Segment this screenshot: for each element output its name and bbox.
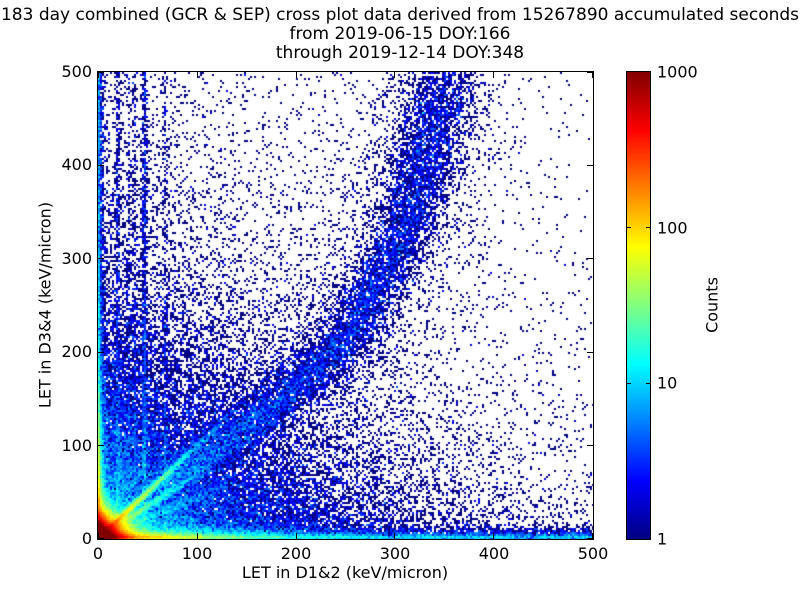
tick-mark (587, 258, 593, 259)
x-tick-label-4: 400 (478, 544, 510, 563)
y-axis-label: LET in D3&4 (keV/micron) (35, 201, 55, 409)
tick-mark (587, 352, 593, 353)
title-line-1: 183 day combined (GCR & SEP) cross plot … (0, 5, 800, 25)
tick-mark (197, 533, 198, 539)
y-tick-label-0: 0 (81, 529, 92, 549)
y-tick-label-2: 200 (61, 342, 92, 362)
plot-title: 183 day combined (GCR & SEP) cross plot … (0, 6, 800, 63)
tick-mark (98, 72, 104, 73)
tick-mark (646, 227, 650, 228)
y-tick-label-5: 500 (61, 62, 92, 82)
title-line-3: through 2019-12-14 DOY:348 (275, 43, 525, 63)
tick-mark (98, 352, 104, 353)
tick-mark (592, 72, 593, 78)
tick-mark (627, 227, 631, 228)
tick-mark (296, 533, 297, 539)
tick-mark (98, 72, 99, 78)
tick-mark (587, 445, 593, 446)
colorbar (626, 71, 651, 540)
tick-mark (394, 533, 395, 539)
x-tick-label-3: 300 (379, 544, 411, 563)
tick-mark (296, 72, 297, 78)
tick-mark (197, 72, 198, 78)
tick-mark (587, 165, 593, 166)
tick-mark (493, 533, 494, 539)
tick-mark (98, 165, 104, 166)
tick-mark (592, 533, 593, 539)
y-tick-label-3: 300 (61, 248, 92, 268)
colorbar-label: Counts (702, 277, 722, 333)
tick-mark (394, 72, 395, 78)
x-tick-label-1: 100 (181, 544, 213, 563)
colorbar-tick-label-100: 100 (657, 218, 688, 238)
tick-mark (587, 72, 593, 73)
x-tick-label-5: 500 (577, 544, 609, 563)
title-line-2: from 2019-06-15 DOY:166 (289, 24, 511, 44)
tick-mark (493, 72, 494, 78)
tick-mark (587, 538, 593, 539)
tick-mark (627, 383, 631, 384)
tick-mark (646, 383, 650, 384)
x-tick-label-0: 0 (92, 544, 104, 563)
y-tick-label-1: 100 (61, 435, 92, 455)
colorbar-tick-label-1000: 1000 (657, 62, 698, 82)
plot-area (97, 71, 594, 540)
tick-mark (98, 445, 104, 446)
colorbar-tick-label-1: 1 (657, 529, 668, 549)
heatmap-canvas (98, 72, 593, 539)
x-tick-label-2: 200 (280, 544, 312, 563)
tick-mark (98, 538, 104, 539)
y-tick-label-4: 400 (61, 155, 92, 175)
tick-mark (98, 258, 104, 259)
x-axis-label: LET in D1&2 (keV/micron) (241, 563, 449, 582)
colorbar-tick-label-10: 10 (657, 373, 678, 393)
tick-mark (98, 533, 99, 539)
